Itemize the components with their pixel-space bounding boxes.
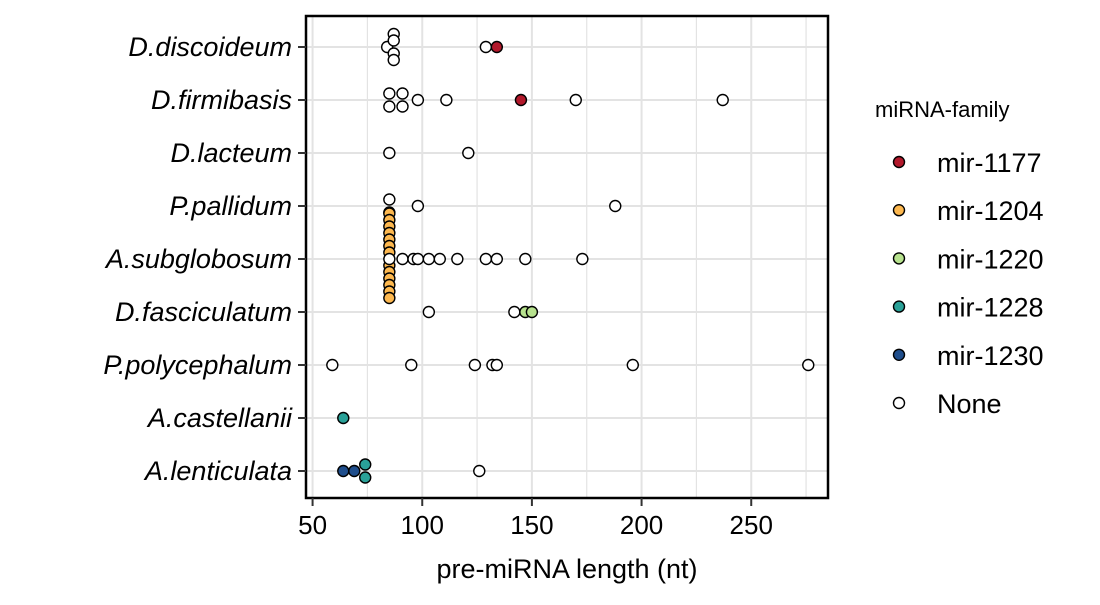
- legend-label: mir-1228: [937, 293, 1044, 323]
- y-tick-label: D.lacteum: [170, 138, 292, 168]
- legend: miRNA-family mir-1177 mir-1204 mir-1220 mir…: [875, 97, 1044, 419]
- data-point-mir-1228: [337, 411, 350, 425]
- data-point-none: [411, 252, 425, 266]
- legend-label: None: [937, 389, 1002, 419]
- data-point-none: [383, 146, 396, 160]
- data-point-none: [576, 252, 589, 266]
- data-point-none: [411, 93, 425, 107]
- data-point-none: [387, 53, 400, 67]
- data-point-none: [387, 34, 400, 47]
- legend-marker: [892, 348, 906, 361]
- data-point-none: [326, 358, 339, 372]
- data-point-none: [468, 358, 482, 372]
- y-axis: D.discoideum D.firmibasis D.lacteum P.palli…: [103, 32, 306, 486]
- x-tick-label: 50: [298, 510, 327, 540]
- data-point-none: [405, 358, 418, 372]
- data-point-none: [569, 93, 582, 107]
- data-point-none: [609, 199, 622, 213]
- y-tick-label: D.firmibasis: [151, 85, 292, 115]
- data-point-none: [508, 305, 521, 319]
- data-point-none: [411, 199, 425, 213]
- plot-frame: [304, 14, 830, 500]
- y-tick-label: D.fasciculatum: [115, 297, 292, 327]
- data-point-mir-1220: [525, 305, 539, 319]
- data-point-none: [440, 93, 453, 107]
- x-tick-label: 100: [401, 510, 444, 540]
- data-point-none: [626, 358, 639, 372]
- data-point-none: [802, 358, 815, 372]
- data-point-none: [479, 40, 493, 54]
- x-tick-label: 200: [620, 510, 663, 540]
- legend-label: mir-1177: [937, 148, 1042, 178]
- x-tick-label: 150: [510, 510, 553, 540]
- x-axis: 50 100 150 200 250: [298, 498, 773, 540]
- data-point-none: [451, 252, 464, 266]
- data-point-mir-1228: [359, 471, 372, 484]
- data-point-none: [716, 93, 729, 107]
- data-point-mir-1230: [337, 464, 350, 478]
- data-point-none: [422, 252, 436, 266]
- data-point-mir-1230: [348, 464, 361, 478]
- data-point-none: [383, 100, 396, 113]
- y-tick-label: P.polycephalum: [103, 350, 292, 380]
- legend-label: mir-1230: [937, 341, 1044, 371]
- data-point-mir-1177: [490, 40, 504, 54]
- data-point-none: [383, 87, 396, 100]
- data-point-none: [479, 252, 493, 266]
- legend-marker: [892, 252, 906, 265]
- y-tick-label: A.castellanii: [146, 403, 293, 433]
- legend-marker: [892, 396, 906, 410]
- data-point-mir-1204: [383, 291, 396, 305]
- data-point-none: [462, 146, 475, 160]
- y-tick-label: D.discoideum: [128, 32, 292, 62]
- data-point-none: [519, 252, 532, 266]
- legend-marker: [892, 203, 906, 217]
- data-point-none: [396, 252, 409, 266]
- legend-label: mir-1204: [937, 196, 1044, 226]
- x-axis-title: pre-miRNA length (nt): [436, 554, 697, 584]
- y-tick-label: A.lenticulata: [143, 456, 292, 486]
- data-point-none: [490, 252, 504, 266]
- data-point-none: [396, 87, 409, 100]
- legend-title: miRNA-family: [875, 97, 1009, 122]
- data-point-mir-1177: [514, 93, 528, 107]
- data-point-none: [490, 358, 504, 372]
- data-point-none: [383, 193, 396, 206]
- y-tick-label: P.pallidum: [169, 191, 292, 221]
- data-point-none: [383, 252, 396, 266]
- legend-label: mir-1220: [937, 244, 1044, 274]
- legend-marker: [892, 155, 906, 169]
- data-point-none: [473, 464, 486, 478]
- y-tick-label: A.subglobosum: [104, 244, 292, 274]
- legend-marker: [892, 300, 906, 313]
- x-tick-label: 250: [730, 510, 773, 540]
- data-point-none: [433, 252, 446, 266]
- data-point-none: [422, 305, 436, 319]
- data-points: [326, 27, 815, 484]
- data-point-mir-1228: [359, 458, 372, 471]
- data-point-none: [396, 100, 409, 113]
